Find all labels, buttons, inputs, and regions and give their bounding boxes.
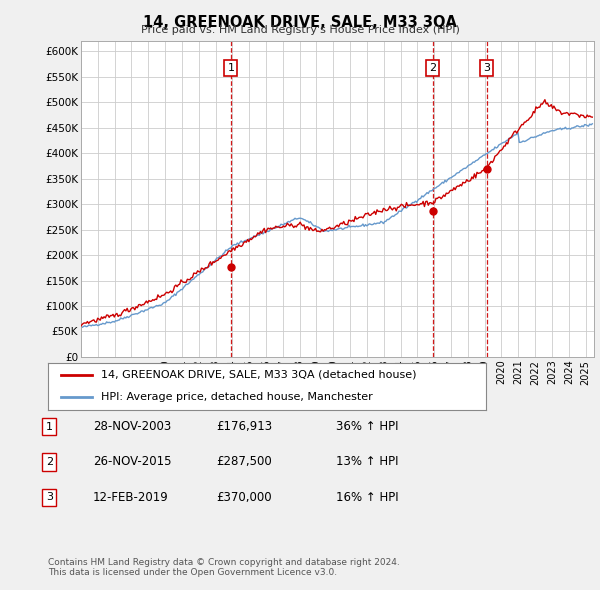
Text: 1: 1 bbox=[227, 63, 235, 73]
Text: HPI: Average price, detached house, Manchester: HPI: Average price, detached house, Manc… bbox=[101, 392, 373, 402]
Text: 16% ↑ HPI: 16% ↑ HPI bbox=[336, 491, 398, 504]
Text: £176,913: £176,913 bbox=[216, 420, 272, 433]
Text: 2: 2 bbox=[429, 63, 436, 73]
Text: Price paid vs. HM Land Registry's House Price Index (HPI): Price paid vs. HM Land Registry's House … bbox=[140, 25, 460, 35]
Text: £287,500: £287,500 bbox=[216, 455, 272, 468]
Text: 1: 1 bbox=[46, 422, 53, 431]
Text: 13% ↑ HPI: 13% ↑ HPI bbox=[336, 455, 398, 468]
Text: 26-NOV-2015: 26-NOV-2015 bbox=[93, 455, 172, 468]
Text: 3: 3 bbox=[483, 63, 490, 73]
Text: 14, GREENOAK DRIVE, SALE, M33 3QA: 14, GREENOAK DRIVE, SALE, M33 3QA bbox=[143, 15, 457, 30]
Text: 28-NOV-2003: 28-NOV-2003 bbox=[93, 420, 171, 433]
Text: 12-FEB-2019: 12-FEB-2019 bbox=[93, 491, 169, 504]
Text: 2: 2 bbox=[46, 457, 53, 467]
Text: 36% ↑ HPI: 36% ↑ HPI bbox=[336, 420, 398, 433]
Text: £370,000: £370,000 bbox=[216, 491, 272, 504]
Text: 3: 3 bbox=[46, 493, 53, 502]
Text: 14, GREENOAK DRIVE, SALE, M33 3QA (detached house): 14, GREENOAK DRIVE, SALE, M33 3QA (detac… bbox=[101, 370, 416, 379]
Text: Contains HM Land Registry data © Crown copyright and database right 2024.
This d: Contains HM Land Registry data © Crown c… bbox=[48, 558, 400, 577]
